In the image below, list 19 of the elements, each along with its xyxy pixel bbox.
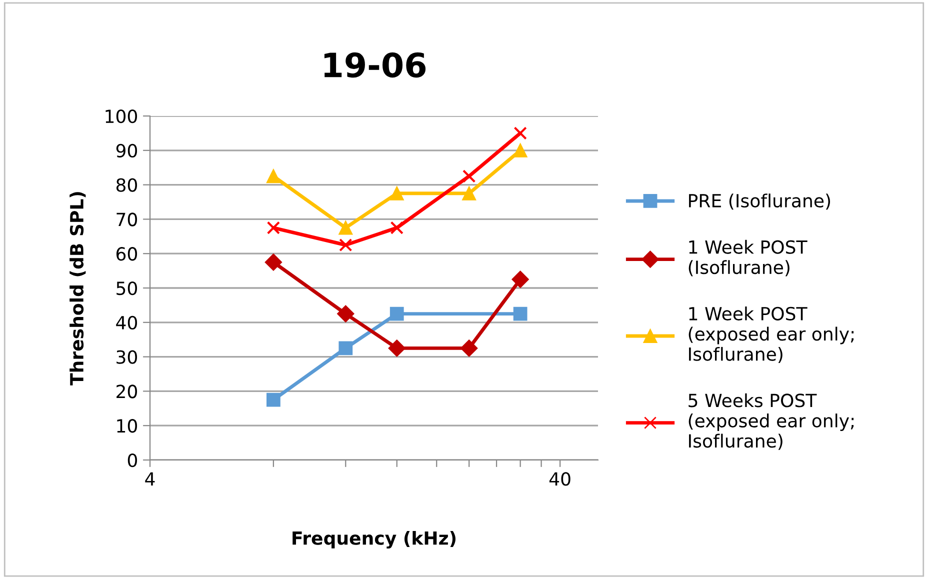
y-tick-label: 100 <box>106 109 137 124</box>
y-tick-label: 40 <box>116 316 137 330</box>
legend-label: 1 Week POST (Isoflurane) <box>688 240 808 276</box>
y-tick-label: 60 <box>116 247 137 261</box>
legend-label: 5 Weeks POST (exposed ear only; Isoflurane) <box>688 393 854 450</box>
y-tick-label: 50 <box>116 281 137 296</box>
y-tick-label: 90 <box>116 144 137 158</box>
legend-label: PRE (Isoflurane) <box>689 194 830 210</box>
x-axis-title: Frequency (kHz) <box>292 530 456 549</box>
legend-label: 1 Week POST (exposed ear only; Isoflurane) <box>688 306 854 364</box>
chart-title: 19-06 <box>324 52 426 78</box>
y-tick-label: 0 <box>128 453 137 468</box>
y-tick-label: 80 <box>116 178 137 192</box>
y-tick-label: 70 <box>116 212 137 226</box>
y-axis-title: Threshold (dB SPL) <box>70 192 86 386</box>
y-tick-label: 20 <box>116 384 137 398</box>
y-tick-label: 30 <box>116 350 137 364</box>
y-tick-label: 10 <box>117 419 137 433</box>
x-tick-label: 4 <box>145 472 155 486</box>
